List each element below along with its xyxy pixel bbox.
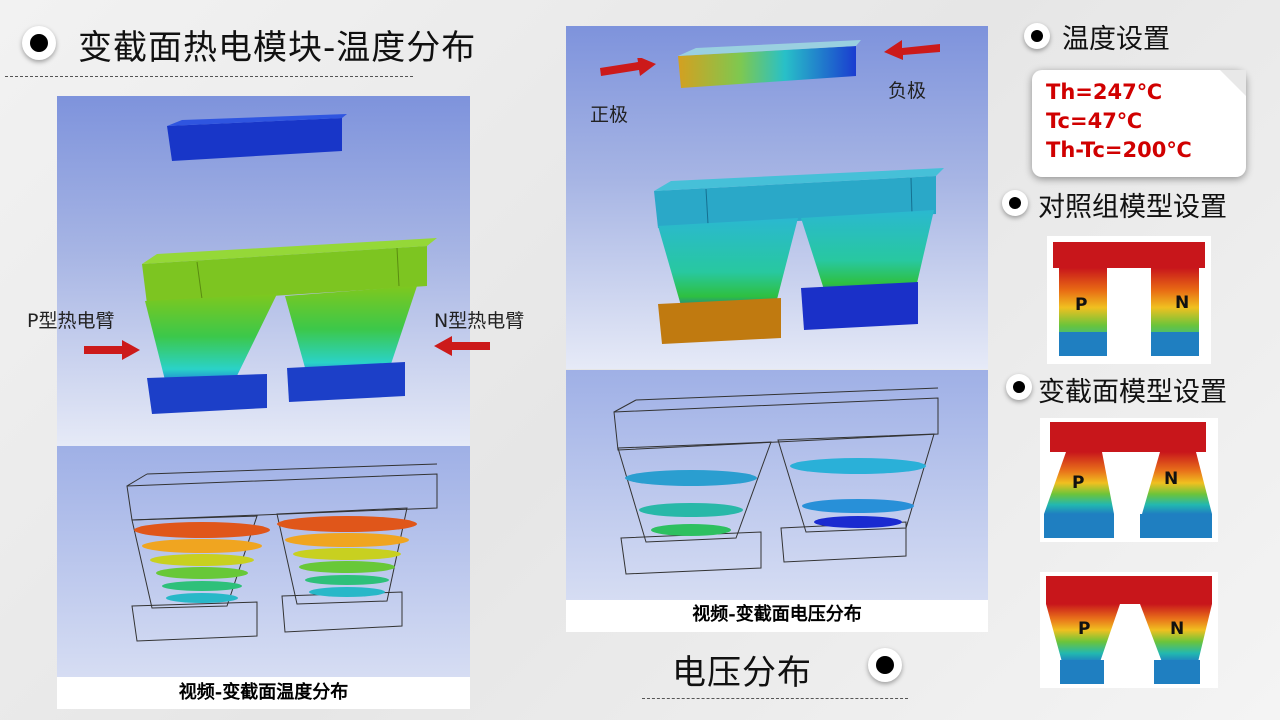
variable-model-title: 变截面模型设置 xyxy=(1038,377,1227,408)
voltage-divider xyxy=(642,698,908,699)
negative-arrow-icon xyxy=(884,40,940,60)
variable1-n-label: N xyxy=(1164,469,1178,489)
variable-setting-bullet-icon xyxy=(1006,374,1032,400)
voltage-bullet-icon xyxy=(868,648,902,682)
temperature-setting-title: 温度设置 xyxy=(1062,24,1170,55)
temperature-settings-box: Th=247℃ Tc=47℃ Th-Tc=200℃ xyxy=(1032,70,1246,177)
temperature-video-caption: 视频-变截面温度分布 xyxy=(57,677,470,709)
control-setting-bullet-icon xyxy=(1002,190,1028,216)
variable2-n-label: N xyxy=(1170,619,1184,639)
title-bullet-icon xyxy=(22,26,56,60)
variable-model-image-1: P N xyxy=(1040,418,1218,542)
control-n-label: N xyxy=(1175,293,1189,313)
variable-model-image-2: P N xyxy=(1040,572,1218,688)
temp-hot: Th=247℃ xyxy=(1046,80,1163,104)
temp-cold: Tc=47℃ xyxy=(1046,109,1143,133)
negative-electrode-label: 负极 xyxy=(888,80,927,102)
temperature-slices-image xyxy=(57,446,470,677)
positive-electrode-label: 正极 xyxy=(590,104,629,126)
variable2-p-label: P xyxy=(1078,619,1090,639)
n-arrow-icon xyxy=(434,336,490,356)
title-divider xyxy=(5,76,413,77)
temp-setting-bullet-icon xyxy=(1024,23,1050,49)
temperature-model-image xyxy=(57,96,470,446)
temp-difference: Th-Tc=200℃ xyxy=(1046,138,1192,162)
voltage-distribution-title: 电压分布 xyxy=(672,653,812,693)
p-leg-label: P型热电臂 xyxy=(27,310,115,332)
p-arrow-icon xyxy=(84,340,140,360)
n-leg-label: N型热电臂 xyxy=(434,310,525,332)
variable1-p-label: P xyxy=(1072,473,1084,493)
control-p-label: P xyxy=(1075,295,1087,315)
voltage-model-image xyxy=(566,26,988,369)
page-title: 变截面热电模块-温度分布 xyxy=(78,28,477,68)
positive-arrow-icon xyxy=(600,58,656,76)
control-model-title: 对照组模型设置 xyxy=(1038,192,1227,223)
voltage-video-caption: 视频-变截面电压分布 xyxy=(566,600,988,632)
voltage-slices-image xyxy=(566,370,988,601)
control-model-image: P N xyxy=(1047,236,1211,364)
